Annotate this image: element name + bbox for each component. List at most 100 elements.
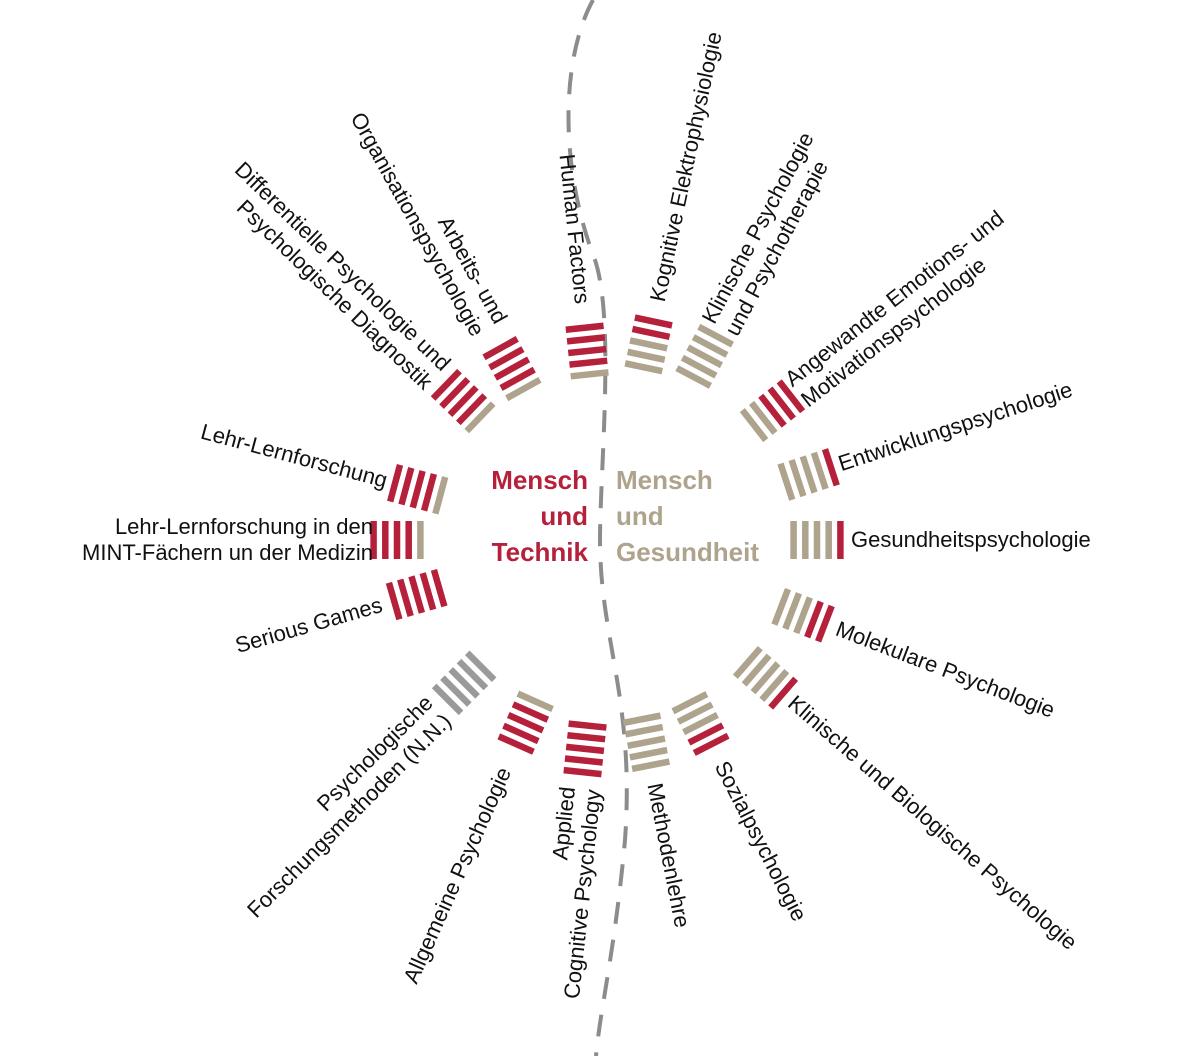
label-line: Lehr-Lernforschung in den xyxy=(114,514,373,539)
bar-sozialpsychologie-2 xyxy=(676,701,714,725)
bar-entwicklungspsychologie-3 xyxy=(799,455,818,494)
label-lehr-lernforschung-mint: Lehr-Lernforschung in den MINT-Fächern un… xyxy=(82,514,373,566)
center-right-line-2: und xyxy=(616,501,664,531)
bar-lehr-lernforschung-mint-3 xyxy=(393,521,401,559)
bar-applied-cognitive-psychology-2 xyxy=(567,731,606,743)
center-title-mensch-und-technik: Mensch und Technik xyxy=(476,462,588,570)
bar-psychologische-forschungsmethoden-1 xyxy=(464,650,497,683)
center-title-mensch-und-gesundheit: Mensch und Gesundheit xyxy=(616,462,759,570)
bar-group-applied-cognitive-psychology xyxy=(563,720,607,778)
center-left-line-1: Mensch xyxy=(491,465,588,495)
bar-psychologische-forschungsmethoden-3 xyxy=(448,667,480,699)
bar-serious-games-4 xyxy=(397,578,414,617)
bar-arbeits-und-organisationspsychologie-4 xyxy=(488,346,525,371)
bar-arbeits-und-organisationspsychologie-2 xyxy=(499,366,536,391)
bar-serious-games-3 xyxy=(408,575,426,614)
bar-klinische-psychologie-und-psychotherapie-1 xyxy=(675,365,712,389)
bar-entwicklungspsychologie-5 xyxy=(821,448,840,487)
bar-lehr-lernforschung-3 xyxy=(409,470,426,509)
bar-serious-games-5 xyxy=(385,581,403,621)
bar-group-lehr-lernforschung xyxy=(387,464,449,515)
bar-klinische-und-biologische-psychologie-3 xyxy=(750,661,781,695)
bar-group-klinische-psychologie-und-psychotherapie xyxy=(675,323,734,389)
bar-lehr-lernforschung-4 xyxy=(398,467,415,506)
bar-lehr-lernforschung-5 xyxy=(387,464,404,503)
bar-molekulare-psychologie-1 xyxy=(771,587,792,626)
bar-gesundheitspsychologie-2 xyxy=(802,521,809,559)
label-line: MINT-Fächern un der Medizin xyxy=(82,540,373,565)
bar-gesundheitspsychologie-3 xyxy=(813,521,821,559)
division-dashed-line xyxy=(566,0,629,1057)
bar-lehr-lernforschung-mint-1 xyxy=(417,521,424,559)
bar-human-factors-5 xyxy=(565,322,604,333)
bar-klinische-und-biologische-psychologie-5 xyxy=(768,676,799,710)
bar-psychologische-forschungsmethoden-4 xyxy=(440,675,472,707)
center-left-line-2: und xyxy=(540,501,588,531)
bar-serious-games-2 xyxy=(419,572,437,611)
bar-methodenlehre-1 xyxy=(622,712,662,727)
label-gesundheitspsychologie: Gesundheitspsychologie xyxy=(851,527,1091,553)
bar-arbeits-und-organisationspsychologie-3 xyxy=(493,356,531,381)
bar-kognitive-elektrophysiologie-2 xyxy=(626,348,666,363)
bar-angewandte-emotions-und-motivationspsychologie-5 xyxy=(776,379,806,414)
bar-human-factors-2 xyxy=(569,357,608,368)
bar-gesundheitspsychologie-5 xyxy=(837,521,844,559)
bar-lehr-lernforschung-mint-5 xyxy=(370,521,377,559)
bar-group-arbeits-und-organisationspsychologie xyxy=(482,336,542,402)
center-right-line-1: Mensch xyxy=(616,465,713,495)
bar-group-molekulare-psychologie xyxy=(771,587,835,643)
bar-angewandte-emotions-und-motivationspsychologie-3 xyxy=(758,393,787,428)
bar-angewandte-emotions-und-motivationspsychologie-2 xyxy=(749,400,778,435)
bar-klinische-und-biologische-psychologie-4 xyxy=(759,668,790,702)
bar-serious-games-1 xyxy=(430,568,448,608)
bar-allgemeine-psychologie-1 xyxy=(516,690,554,713)
bar-lehr-lernforschung-1 xyxy=(432,476,449,515)
bar-allgemeine-psychologie-4 xyxy=(502,722,540,745)
bars-layer xyxy=(370,314,844,778)
label-line: Gesundheitspsychologie xyxy=(851,527,1091,552)
bar-lehr-lernforschung-2 xyxy=(420,473,438,512)
bar-molekulare-psychologie-4 xyxy=(804,600,824,639)
bar-sozialpsychologie-4 xyxy=(687,722,725,746)
bar-human-factors-1 xyxy=(570,369,609,380)
bar-differentielle-psychologie-1 xyxy=(464,401,496,434)
center-left-line-3: Technik xyxy=(491,537,588,567)
bar-group-kognitive-elektrophysiologie xyxy=(624,314,673,375)
bar-applied-cognitive-psychology-4 xyxy=(564,755,604,766)
bar-kognitive-elektrophysiologie-4 xyxy=(631,325,671,341)
bar-group-differentielle-psychologie xyxy=(430,368,496,434)
bar-group-gesundheitspsychologie xyxy=(790,521,844,559)
bar-angewandte-emotions-und-motivationspsychologie-1 xyxy=(739,408,769,443)
bar-allgemeine-psychologie-2 xyxy=(511,701,550,723)
bar-arbeits-und-organisationspsychologie-5 xyxy=(482,336,519,361)
bar-klinische-psychologie-und-psychotherapie-5 xyxy=(697,323,734,348)
bar-group-sozialpsychologie xyxy=(671,691,730,756)
bar-group-lehr-lernforschung-mint xyxy=(370,521,424,559)
bar-sozialpsychologie-5 xyxy=(692,732,730,756)
center-right-line-3: Gesundheit xyxy=(616,537,760,567)
bar-group-human-factors xyxy=(565,322,609,380)
bar-lehr-lernforschung-mint-4 xyxy=(382,521,389,559)
bar-gesundheitspsychologie-1 xyxy=(790,521,797,559)
bar-human-factors-4 xyxy=(566,334,606,345)
bar-human-factors-3 xyxy=(567,345,607,357)
bar-klinische-und-biologische-psychologie-2 xyxy=(741,653,772,687)
bar-group-psychologische-forschungsmethoden xyxy=(431,650,497,716)
bar-sozialpsychologie-3 xyxy=(682,712,719,736)
bar-kognitive-elektrophysiologie-1 xyxy=(624,360,663,375)
bar-angewandte-emotions-und-motivationspsychologie-4 xyxy=(767,386,796,421)
bar-klinische-und-biologische-psychologie-1 xyxy=(732,645,763,679)
bar-methodenlehre-3 xyxy=(627,735,666,750)
bar-lehr-lernforschung-mint-2 xyxy=(405,521,412,559)
bar-entwicklungspsychologie-1 xyxy=(777,462,796,501)
bar-group-klinische-und-biologische-psychologie xyxy=(732,645,799,710)
bar-allgemeine-psychologie-3 xyxy=(506,712,545,734)
bar-allgemeine-psychologie-5 xyxy=(497,733,535,755)
bar-kognitive-elektrophysiologie-5 xyxy=(634,314,673,329)
bar-methodenlehre-2 xyxy=(624,723,664,738)
bar-arbeits-und-organisationspsychologie-1 xyxy=(505,376,542,402)
bar-group-angewandte-emotions-und-motivationspsychologie xyxy=(739,379,806,443)
bar-group-serious-games xyxy=(385,568,448,621)
